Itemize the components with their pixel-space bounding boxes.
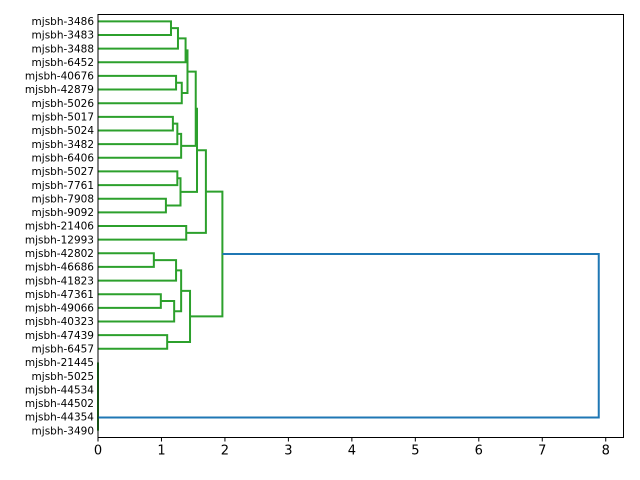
cluster-link [98, 259, 178, 282]
leaf-label: mjsbh-47361 [25, 289, 94, 301]
leaf-label: mjsbh-6406 [32, 152, 95, 164]
x-tick-label: 2 [221, 444, 229, 459]
axes-spines [97, 14, 624, 438]
x-axis-ticks: 0 1 2 3 4 5 6 7 8 [94, 437, 610, 459]
cluster-link [180, 107, 199, 193]
cluster-link [98, 122, 179, 146]
cluster-link [98, 170, 179, 187]
cluster-link [98, 115, 174, 132]
leaf-label: mjsbh-44534 [25, 384, 94, 396]
cluster-link [98, 37, 187, 64]
cluster-link [165, 177, 182, 207]
leaf-label: mjsbh-49066 [25, 303, 94, 315]
leaf-label: mjsbh-12993 [25, 234, 94, 246]
x-tick-label: 0 [94, 444, 102, 459]
cluster-link [98, 197, 167, 214]
leaf-label: mjsbh-21406 [25, 221, 94, 233]
leaf-label: mjsbh-3488 [32, 43, 94, 55]
leaf-label: mjsbh-21445 [25, 357, 94, 369]
cluster-link [98, 20, 172, 36]
leaf-label: mjsbh-46686 [25, 262, 94, 274]
root-link [98, 252, 600, 419]
leaf-label: mjsbh-3482 [32, 139, 94, 151]
leaf-label: mjsbh-40676 [25, 71, 94, 83]
cluster-link [98, 74, 178, 91]
leaf-label: mjsbh-7908 [32, 193, 94, 205]
x-tick-label: 3 [284, 444, 292, 459]
leaf-label: mjsbh-3483 [32, 30, 94, 42]
leaf-label: mjsbh-47439 [25, 330, 94, 342]
x-tick-label: 7 [538, 444, 546, 459]
leaf-label: mjsbh-6457 [32, 344, 94, 356]
plot-border [97, 14, 624, 438]
leaf-label: mjsbh-9092 [32, 207, 94, 219]
x-tick-label: 4 [348, 444, 356, 459]
leaf-label: mjsbh-5017 [32, 112, 94, 124]
leaf-label: mjsbh-5027 [32, 166, 94, 178]
cluster-link [181, 49, 189, 94]
leaf-label: mjsbh-42802 [25, 248, 94, 260]
cluster-link [98, 225, 188, 241]
cluster-link [167, 289, 192, 343]
leaf-label: mjsbh-44502 [25, 398, 94, 410]
cluster-link [98, 293, 162, 309]
dendrogram-links [97, 20, 600, 431]
x-tick-label: 6 [475, 444, 483, 459]
leaf-label: mjsbh-44354 [25, 412, 94, 424]
x-tick-label: 8 [602, 444, 610, 459]
cluster-link [98, 252, 155, 268]
leaf-label: mjsbh-40323 [25, 316, 94, 328]
leaf-label: mjsbh-3486 [32, 16, 95, 28]
x-tick-label: 1 [157, 444, 165, 459]
x-tick-label: 5 [411, 444, 419, 459]
leaf-label: mjsbh-5025 [32, 371, 94, 383]
cluster-link [98, 300, 176, 323]
cluster-link [98, 334, 169, 350]
leaf-label: mjsbh-7761 [32, 180, 94, 192]
leaf-label: mjsbh-41823 [25, 275, 94, 287]
leaf-label: mjsbh-42879 [25, 84, 94, 96]
leaf-label: mjsbh-5026 [32, 98, 95, 110]
cluster-link [98, 132, 183, 159]
cluster-link [98, 81, 183, 105]
leaf-label: mjsbh-3490 [32, 425, 94, 437]
leaf-label: mjsbh-5024 [32, 125, 95, 137]
leaf-label: mjsbh-6452 [32, 57, 94, 69]
cluster-link [98, 27, 179, 50]
